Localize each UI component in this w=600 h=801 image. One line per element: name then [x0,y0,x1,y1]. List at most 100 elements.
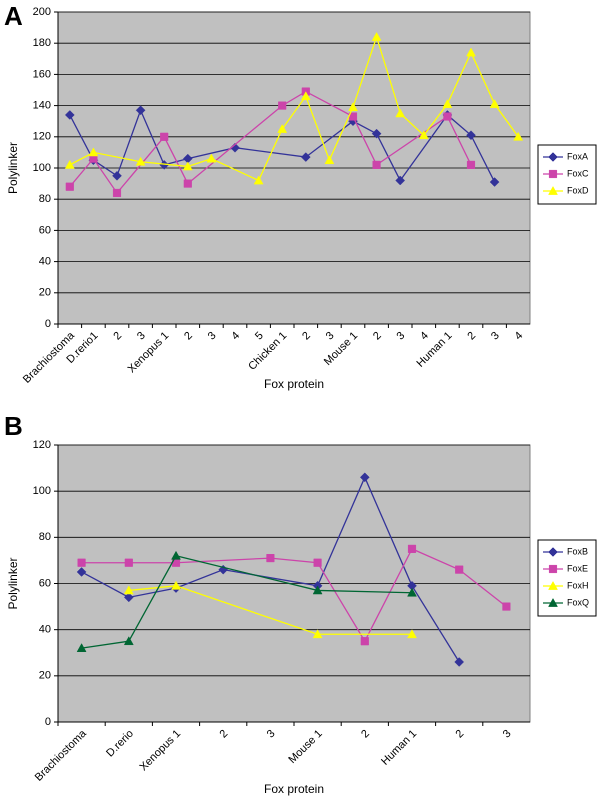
marker [407,544,417,553]
legend-marker [548,564,558,574]
marker [360,637,369,646]
y-tick-label: 40 [39,256,51,268]
x-tick-label: 4 [418,330,431,343]
marker [123,585,134,595]
marker [76,567,87,577]
x-axis-title: Fox protein [264,782,324,796]
legend-marker [548,597,558,607]
x-tick-label: D.rerio [104,728,136,760]
x-tick-label: 2 [218,728,231,741]
marker [324,155,335,165]
marker [230,142,240,153]
y-tick-label: 160 [33,68,51,80]
marker [277,123,288,133]
marker [359,472,370,483]
marker [502,602,511,611]
y-tick-label: 200 [33,6,51,18]
marker [64,110,75,120]
marker [253,175,264,185]
marker [124,558,133,567]
y-tick-label: 140 [33,100,51,112]
marker [312,585,323,595]
y-tick-label: 100 [33,485,51,497]
legend-label: FoxB [567,546,588,556]
panel-label: A [4,1,23,31]
legend-label: FoxD [567,185,589,195]
marker [395,175,406,186]
marker [372,160,381,169]
marker [455,565,464,574]
x-tick-label: 2 [182,330,195,343]
x-axis-title: Fox protein [264,377,324,391]
x-tick-label: 2 [465,330,478,343]
legend-label: FoxQ [567,597,589,607]
x-tick-label: 2 [300,330,313,343]
legend-marker [548,547,558,557]
legend-label: FoxH [567,580,589,590]
y-tick-label: 180 [33,37,51,49]
marker [371,128,382,139]
x-tick-label: 2 [359,728,372,741]
y-tick-label: 60 [39,224,51,236]
y-tick-label: 0 [45,318,51,330]
marker [454,657,465,667]
y-tick-label: 20 [39,287,51,299]
x-tick-label: Mouse 1 [286,728,324,766]
y-tick-label: 60 [39,577,51,589]
marker [183,179,192,188]
marker [348,112,358,121]
marker [348,102,358,112]
marker [278,101,287,110]
y-tick-label: 120 [33,131,51,143]
y-tick-label: 100 [33,162,51,174]
x-tick-label: 3 [501,728,514,741]
series-line [69,108,496,183]
x-tick-label: 2 [454,728,467,741]
marker [171,580,181,590]
marker [466,130,476,141]
marker [182,161,193,171]
x-tick-label: 4 [229,330,242,343]
marker [312,629,323,639]
y-axis-title: Polylinker [6,142,20,194]
marker [64,159,75,169]
marker [206,153,217,163]
marker [313,558,322,567]
marker [466,160,476,169]
x-tick-label: 4 [513,330,526,343]
x-tick-label: 3 [324,330,337,343]
panel-label: B [4,411,23,441]
legend-marker [548,152,558,162]
y-tick-label: 40 [39,624,51,636]
legend-label: FoxC [567,168,589,178]
marker [135,156,146,166]
marker [489,177,500,187]
marker [171,550,181,560]
marker [76,643,87,652]
marker [300,152,311,162]
y-tick-label: 80 [39,531,51,543]
x-tick-label: Xenopus 1 [126,330,172,376]
legend-marker [548,580,558,590]
marker [371,31,382,41]
x-tick-label: 3 [395,330,408,343]
y-tick-label: 20 [39,670,51,682]
legend-marker [548,169,558,179]
legend-label: FoxA [567,151,588,161]
x-tick-label: 2 [371,330,384,343]
x-tick-label: Human 1 [379,728,419,768]
marker [88,147,99,157]
marker [442,99,453,108]
marker [513,131,524,141]
marker [407,587,417,597]
y-tick-label: 0 [45,716,51,728]
marker [407,629,417,639]
series-line [128,585,412,635]
series-line [81,475,460,663]
marker [123,592,134,603]
marker [300,91,311,101]
y-tick-label: 120 [33,439,51,451]
x-tick-label: Brachiostoma [33,727,90,784]
marker [489,99,500,108]
